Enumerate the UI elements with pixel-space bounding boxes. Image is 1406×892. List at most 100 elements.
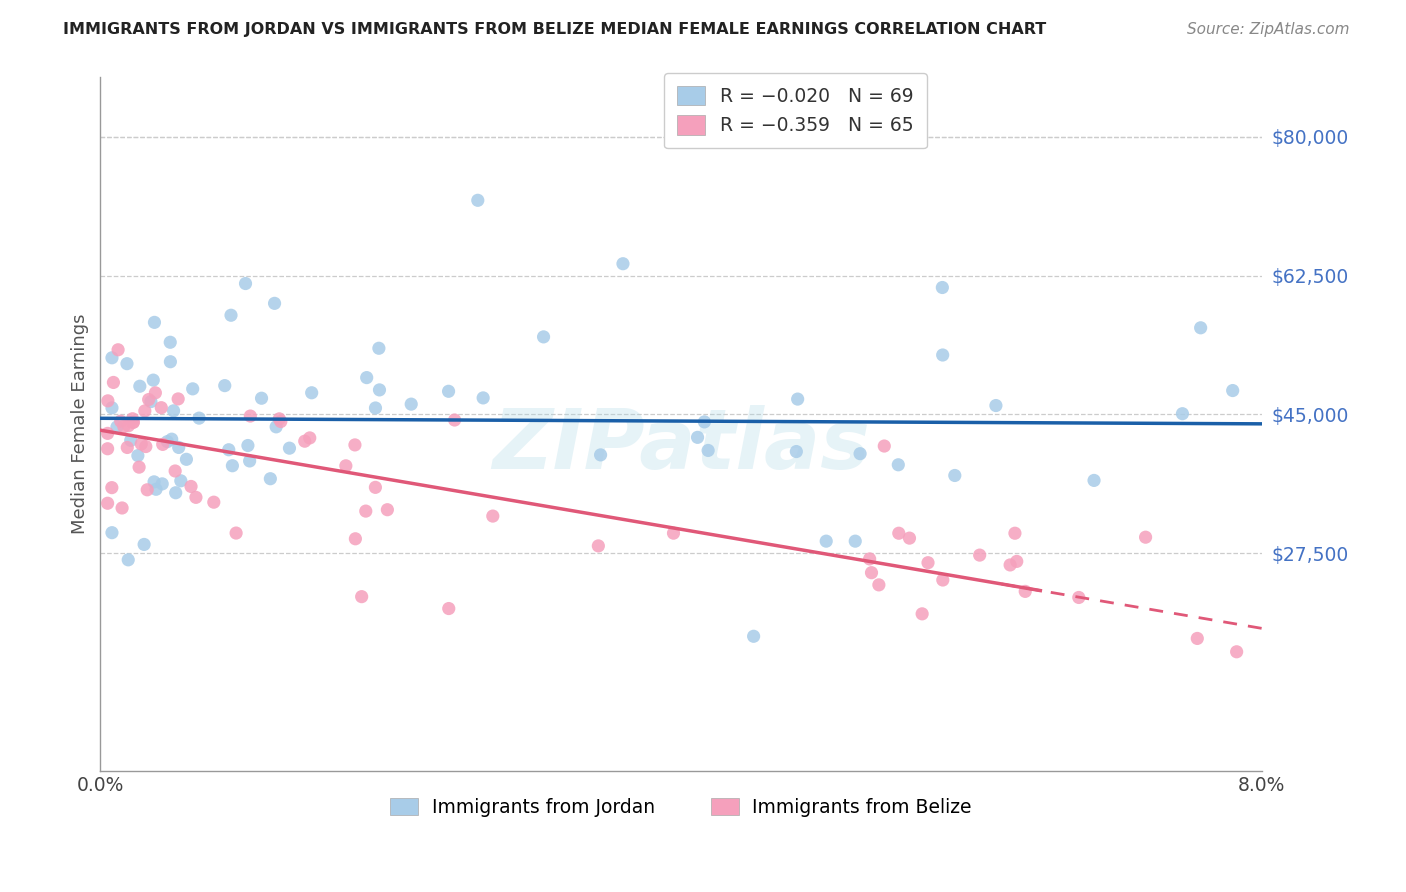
Point [128, 460, 150, 475]
Point [786, 392, 808, 406]
Point [887, 458, 910, 472]
Point [117, 441, 139, 455]
Point [152, 437, 174, 451]
Text: IMMIGRANTS FROM JORDAN VS IMMIGRANTS FROM BELIZE MEDIAN FEMALE EARNINGS CORRELAT: IMMIGRANTS FROM JORDAN VS IMMIGRANTS FRO… [63, 22, 1046, 37]
Point [165, 464, 187, 478]
Point [1189, 320, 1212, 334]
Point [364, 401, 387, 415]
Point [294, 434, 316, 449]
Point [225, 526, 247, 541]
Point [167, 441, 190, 455]
Legend: Immigrants from Jordan, Immigrants from Belize: Immigrants from Jordan, Immigrants from … [382, 790, 979, 824]
Point [849, 447, 872, 461]
Point [344, 532, 367, 546]
Point [142, 373, 165, 387]
Point [159, 355, 181, 369]
Text: ZIPatlas: ZIPatlas [492, 405, 870, 485]
Point [1226, 645, 1249, 659]
Point [129, 437, 152, 451]
Point [917, 556, 939, 570]
Point [1135, 530, 1157, 544]
Point [107, 343, 129, 357]
Point [236, 438, 259, 452]
Point [269, 412, 291, 426]
Point [356, 370, 378, 384]
Point [122, 415, 145, 429]
Point [139, 394, 162, 409]
Point [844, 534, 866, 549]
Point [219, 308, 242, 322]
Point [264, 420, 287, 434]
Point [101, 481, 124, 495]
Point [160, 432, 183, 446]
Point [399, 397, 422, 411]
Point [218, 442, 240, 457]
Point [482, 509, 505, 524]
Point [873, 439, 896, 453]
Point [134, 537, 156, 551]
Point [221, 458, 243, 473]
Point [911, 607, 934, 621]
Point [120, 434, 142, 448]
Point [859, 552, 882, 566]
Point [301, 385, 323, 400]
Point [335, 458, 357, 473]
Point [176, 452, 198, 467]
Point [1067, 591, 1090, 605]
Point [138, 392, 160, 407]
Point [898, 531, 921, 545]
Point [239, 409, 262, 423]
Point [1171, 407, 1194, 421]
Point [115, 357, 138, 371]
Point [815, 534, 838, 549]
Point [943, 468, 966, 483]
Point [270, 415, 292, 429]
Point [785, 444, 807, 458]
Point [214, 378, 236, 392]
Point [868, 578, 890, 592]
Point [170, 474, 193, 488]
Point [662, 526, 685, 541]
Point [97, 496, 120, 510]
Point [159, 335, 181, 350]
Point [143, 475, 166, 489]
Point [278, 441, 301, 455]
Point [931, 348, 953, 362]
Point [103, 376, 125, 390]
Point [122, 415, 145, 429]
Point [343, 438, 366, 452]
Point [1004, 526, 1026, 541]
Point [135, 440, 157, 454]
Point [472, 391, 495, 405]
Point [117, 553, 139, 567]
Point [742, 629, 765, 643]
Point [97, 393, 120, 408]
Point [263, 296, 285, 310]
Point [250, 391, 273, 405]
Point [111, 500, 134, 515]
Point [101, 351, 124, 365]
Point [121, 411, 143, 425]
Point [105, 420, 128, 434]
Point [235, 277, 257, 291]
Point [180, 479, 202, 493]
Point [101, 401, 124, 415]
Point [589, 448, 612, 462]
Point [112, 419, 135, 434]
Point [117, 418, 139, 433]
Point [150, 401, 173, 415]
Point [1014, 584, 1036, 599]
Point [145, 385, 167, 400]
Text: Source: ZipAtlas.com: Source: ZipAtlas.com [1187, 22, 1350, 37]
Point [860, 566, 883, 580]
Point [437, 601, 460, 615]
Point [437, 384, 460, 399]
Point [932, 573, 955, 587]
Point [110, 414, 132, 428]
Point [693, 415, 716, 429]
Point [686, 430, 709, 444]
Point [697, 443, 720, 458]
Point [354, 504, 377, 518]
Point [377, 502, 399, 516]
Point [969, 548, 991, 562]
